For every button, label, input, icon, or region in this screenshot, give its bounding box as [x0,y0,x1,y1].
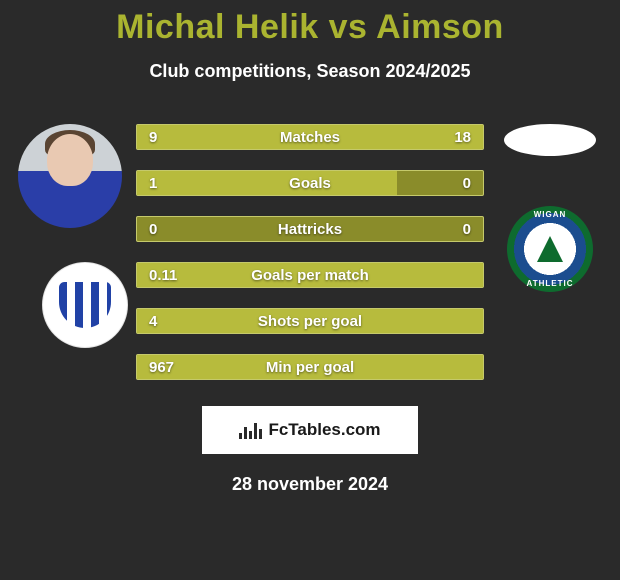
stat-label: Goals per match [137,263,483,287]
wigan-tree-icon [537,236,563,262]
stat-row: 4Shots per goal [136,308,484,334]
comparison-card: Michal Helik vs Aimson Club competitions… [0,0,620,580]
brand-footer[interactable]: FcTables.com [202,406,418,454]
stat-row: 0.11Goals per match [136,262,484,288]
stats-bars: 918Matches 10Goals 00Hattricks 0.11Goals pe… [136,124,484,380]
player2-club-badge: WIGAN ATHLETIC [507,206,593,292]
stat-label: Hattricks [137,217,483,241]
stat-row: 918Matches [136,124,484,150]
stat-label: Shots per goal [137,309,483,333]
player1-club-badge [42,262,128,348]
brand-logo-icon [239,421,262,439]
subtitle: Club competitions, Season 2024/2025 [12,61,608,82]
stat-row: 00Hattricks [136,216,484,242]
page-title: Michal Helik vs Aimson [12,8,608,47]
right-column: WIGAN ATHLETIC [492,124,608,292]
club-stripes-icon [59,282,111,328]
brand-name: FcTables.com [268,420,380,440]
wigan-bottom-text: ATHLETIC [507,279,593,288]
date-label: 28 november 2024 [12,474,608,495]
stat-label: Matches [137,125,483,149]
wigan-badge-icon: WIGAN ATHLETIC [507,206,593,292]
wigan-top-text: WIGAN [507,210,593,219]
content-row: 918Matches 10Goals 00Hattricks 0.11Goals pe… [12,124,608,380]
vs-label: vs [329,8,368,46]
player-head [47,134,93,186]
stat-label: Goals [137,171,483,195]
player2-avatar [504,124,596,156]
left-column [12,124,128,348]
stat-row: 967Min per goal [136,354,484,380]
player2-name: Aimson [376,8,504,46]
player1-avatar [18,124,122,228]
stat-label: Min per goal [137,355,483,379]
player1-name: Michal Helik [116,8,319,46]
stat-row: 10Goals [136,170,484,196]
